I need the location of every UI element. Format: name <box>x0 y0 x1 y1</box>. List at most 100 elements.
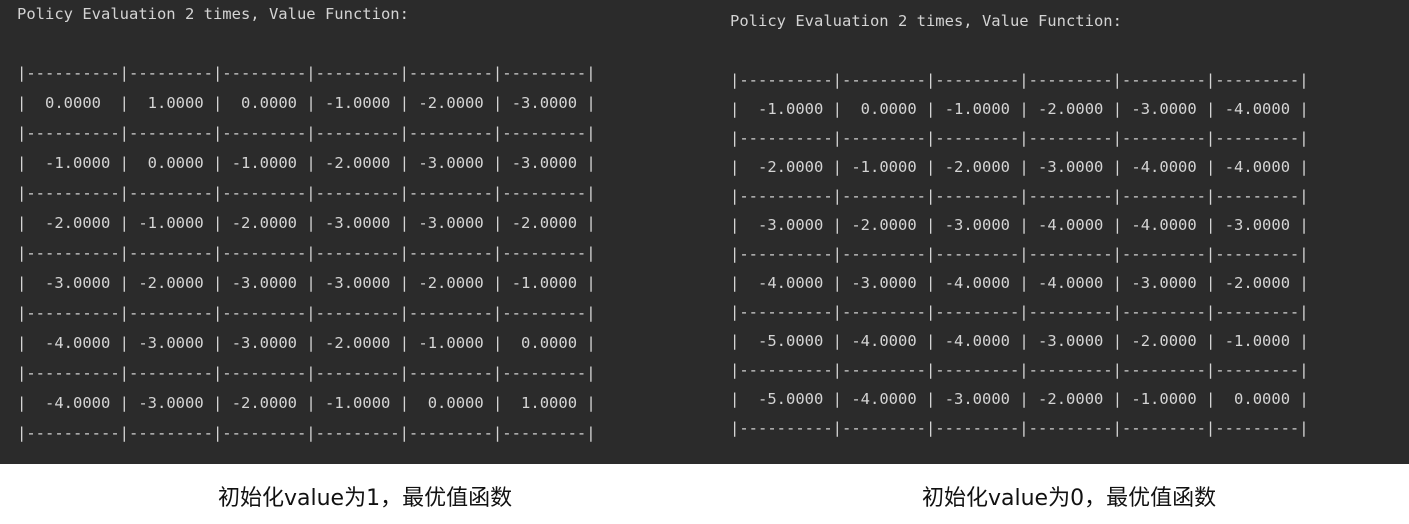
left-title: Policy Evaluation 2 times, Value Functio… <box>17 5 409 23</box>
table-cell: -2.0000 <box>138 274 204 292</box>
table-cell: 0.0000 <box>45 94 101 112</box>
table-cell: -3.0000 <box>325 214 391 232</box>
table-separator: |----------|---------|---------|--------… <box>17 304 596 322</box>
table-cell: -3.0000 <box>1038 332 1104 350</box>
right-title: Policy Evaluation 2 times, Value Functio… <box>730 12 1122 30</box>
table-row: | -2.0000 | -1.0000 | -2.0000 | -3.0000 … <box>17 214 596 232</box>
table-cell: -4.0000 <box>1038 216 1104 234</box>
table-separator: |----------|---------|---------|--------… <box>730 361 1309 379</box>
table-cell: 0.0000 <box>1234 390 1291 408</box>
table-cell: -4.0000 <box>1038 274 1104 292</box>
table-cell: -1.0000 <box>325 394 391 412</box>
table-cell: -2.0000 <box>511 214 578 232</box>
table-cell: -3.0000 <box>45 274 111 292</box>
table-cell: -2.0000 <box>1224 274 1291 292</box>
table-cell: -2.0000 <box>325 334 391 352</box>
table-separator: |----------|---------|---------|--------… <box>730 129 1309 147</box>
table-cell: -3.0000 <box>851 274 917 292</box>
table-cell: -3.0000 <box>1131 274 1197 292</box>
table-row: | -4.0000 | -3.0000 | -2.0000 | -1.0000 … <box>17 394 596 412</box>
table-cell: -2.0000 <box>231 214 298 232</box>
table-cell: -2.0000 <box>758 158 824 176</box>
table-row: | -5.0000 | -4.0000 | -4.0000 | -3.0000 … <box>730 332 1309 350</box>
table-separator: |----------|---------|---------|--------… <box>730 303 1309 321</box>
table-cell: -3.0000 <box>418 214 484 232</box>
table-cell: 0.0000 <box>427 394 484 412</box>
table-cell: -4.0000 <box>1131 158 1197 176</box>
table-separator: |----------|---------|---------|--------… <box>17 364 596 382</box>
table-cell: -2.0000 <box>231 394 298 412</box>
table-cell: -3.0000 <box>325 274 391 292</box>
table-cell: -2.0000 <box>45 214 111 232</box>
table-row: | -3.0000 | -2.0000 | -3.0000 | -3.0000 … <box>17 274 596 292</box>
table-row: | 0.0000 | 1.0000 | 0.0000 | -1.0000 | -… <box>17 94 596 112</box>
table-cell: 0.0000 <box>860 100 917 118</box>
table-cell: 0.0000 <box>521 334 578 352</box>
table-cell: -3.0000 <box>511 94 578 112</box>
table-cell: -3.0000 <box>231 274 298 292</box>
table-cell: -3.0000 <box>944 216 1011 234</box>
table-row: | -4.0000 | -3.0000 | -4.0000 | -4.0000 … <box>730 274 1309 292</box>
table-cell: 1.0000 <box>147 94 204 112</box>
table-cell: -1.0000 <box>231 154 298 172</box>
table-row: | -4.0000 | -3.0000 | -3.0000 | -2.0000 … <box>17 334 596 352</box>
table-cell: -3.0000 <box>138 394 204 412</box>
table-cell: -1.0000 <box>138 214 204 232</box>
table-row: | -2.0000 | -1.0000 | -2.0000 | -3.0000 … <box>730 158 1309 176</box>
table-cell: -2.0000 <box>1038 100 1104 118</box>
table-cell: -4.0000 <box>1224 158 1291 176</box>
table-cell: -2.0000 <box>851 216 917 234</box>
table-cell: -4.0000 <box>1131 216 1197 234</box>
table-cell: -3.0000 <box>418 154 484 172</box>
table-cell: -1.0000 <box>1224 332 1291 350</box>
table-cell: -4.0000 <box>851 390 917 408</box>
table-separator: |----------|---------|---------|--------… <box>730 71 1309 89</box>
table-separator: |----------|---------|---------|--------… <box>17 64 596 82</box>
table-cell: -5.0000 <box>758 390 824 408</box>
table-cell: -1.0000 <box>944 100 1011 118</box>
table-separator: |----------|---------|---------|--------… <box>17 184 596 202</box>
table-cell: -2.0000 <box>418 274 484 292</box>
table-separator: |----------|---------|---------|--------… <box>17 424 596 442</box>
table-separator: |----------|---------|---------|--------… <box>730 245 1309 263</box>
table-cell: -4.0000 <box>758 274 824 292</box>
table-cell: -3.0000 <box>1038 158 1104 176</box>
terminal-output: Policy Evaluation 2 times, Value Functio… <box>0 0 1409 464</box>
table-cell: -1.0000 <box>1131 390 1197 408</box>
table-cell: -1.0000 <box>418 334 484 352</box>
table-cell: -3.0000 <box>231 334 298 352</box>
table-cell: -3.0000 <box>138 334 204 352</box>
left-caption: 初始化value为1，最优值函数 <box>218 486 513 511</box>
table-cell: -4.0000 <box>45 334 111 352</box>
table-row: | -1.0000 | 0.0000 | -1.0000 | -2.0000 |… <box>17 154 596 172</box>
table-cell: -1.0000 <box>851 158 917 176</box>
right-value-function-panel: Policy Evaluation 2 times, Value Functio… <box>730 12 1309 437</box>
table-cell: -3.0000 <box>944 390 1011 408</box>
table-cell: -4.0000 <box>944 274 1011 292</box>
table-cell: -4.0000 <box>851 332 917 350</box>
table-row: | -3.0000 | -2.0000 | -3.0000 | -4.0000 … <box>730 216 1309 234</box>
table-row: | -1.0000 | 0.0000 | -1.0000 | -2.0000 |… <box>730 100 1309 118</box>
table-separator: |----------|---------|---------|--------… <box>17 244 596 262</box>
table-separator: |----------|---------|---------|--------… <box>17 124 596 142</box>
table-cell: -4.0000 <box>1224 100 1291 118</box>
table-cell: -1.0000 <box>325 94 391 112</box>
left-value-function-panel: Policy Evaluation 2 times, Value Functio… <box>17 5 596 442</box>
right-caption: 初始化value为0，最优值函数 <box>922 486 1217 511</box>
table-cell: 1.0000 <box>521 394 578 412</box>
table-cell: -2.0000 <box>325 154 391 172</box>
table-cell: -3.0000 <box>758 216 824 234</box>
table-cell: -1.0000 <box>758 100 824 118</box>
table-cell: -4.0000 <box>944 332 1011 350</box>
table-cell: -3.0000 <box>1131 100 1197 118</box>
table-separator: |----------|---------|---------|--------… <box>730 187 1309 205</box>
table-cell: -1.0000 <box>511 274 578 292</box>
table-cell: -2.0000 <box>418 94 484 112</box>
table-separator: |----------|---------|---------|--------… <box>730 419 1309 437</box>
table-cell: -3.0000 <box>1224 216 1291 234</box>
table-cell: -2.0000 <box>944 158 1011 176</box>
table-cell: -1.0000 <box>45 154 111 172</box>
table-cell: -2.0000 <box>1038 390 1104 408</box>
table-cell: -2.0000 <box>1131 332 1197 350</box>
table-cell: -5.0000 <box>758 332 824 350</box>
